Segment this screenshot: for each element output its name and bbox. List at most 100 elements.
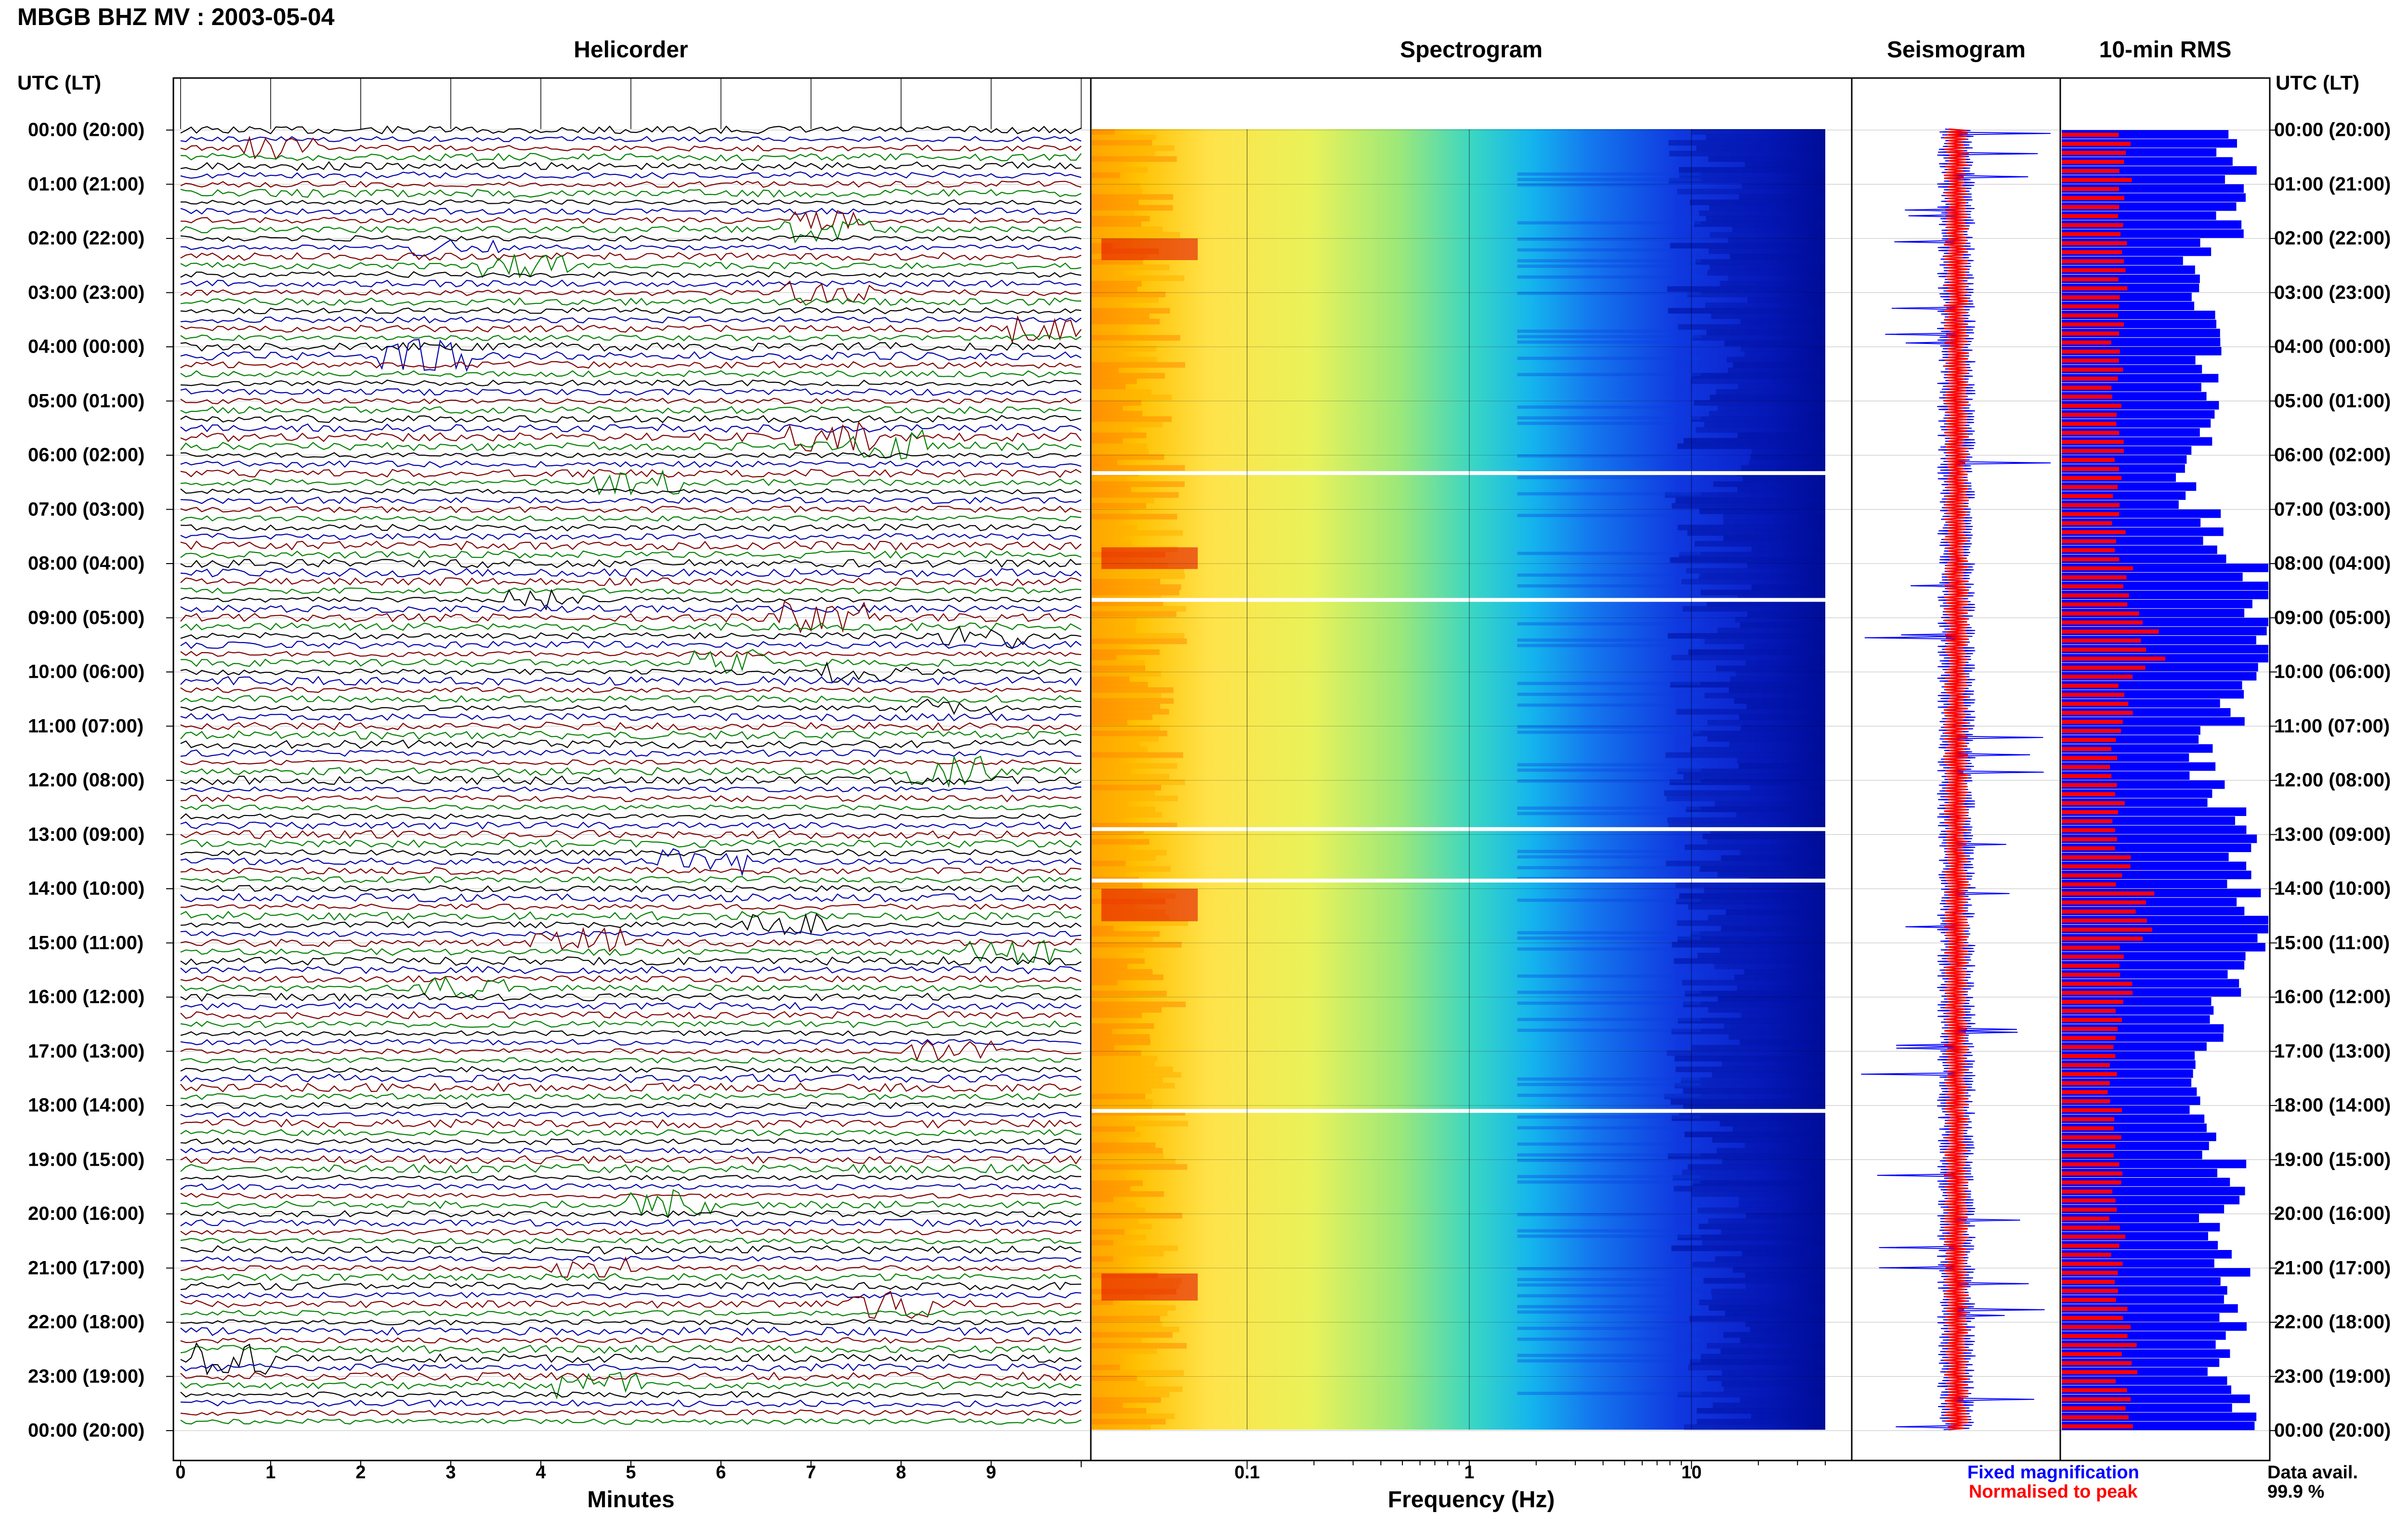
- spectrogram-cell: [1092, 1402, 1123, 1408]
- spectrogram-cell: [1517, 1093, 1701, 1097]
- spectrogram-cell: [1092, 730, 1167, 737]
- rms-normalised-bar: [2062, 421, 2117, 426]
- spectrogram-cell: [1092, 448, 1149, 455]
- spectrogram-cell: [1704, 888, 1825, 894]
- spectrogram-cell: [1675, 882, 1825, 888]
- spectrogram-cell: [1517, 584, 1701, 588]
- time-label-left: 00:00 (20:00): [28, 119, 145, 141]
- spectrogram-cell: [1092, 617, 1137, 623]
- spectrogram-cell: [1517, 1077, 1701, 1081]
- spectrogram-cell: [1677, 443, 1825, 449]
- axes-and-ticks: [166, 130, 2277, 1469]
- spectrogram-cell: [1092, 416, 1172, 422]
- spectrogram-cell: [1092, 508, 1129, 514]
- spectrogram-cell: [1092, 655, 1116, 660]
- helicorder-trace: [180, 1138, 1082, 1145]
- spectrogram-cell: [1092, 1012, 1142, 1018]
- spectrogram-cell: [1092, 1023, 1154, 1029]
- time-label-left: 17:00 (13:00): [28, 1040, 145, 1062]
- minute-tick-label: 7: [806, 1462, 816, 1483]
- spectrogram-cell: [1092, 1370, 1184, 1376]
- helicorder-trace: [180, 152, 1082, 162]
- spectrogram-cell: [1723, 1332, 1825, 1338]
- spectrogram-cell: [1723, 519, 1825, 525]
- spectrogram-cell: [1092, 763, 1178, 769]
- spectrogram-cell: [1715, 389, 1825, 395]
- spectrogram-cell: [1721, 925, 1825, 932]
- time-label-right: 20:00 (16:00): [2274, 1203, 2391, 1224]
- spectrogram-cell: [1092, 790, 1155, 796]
- spectrogram-cell: [1092, 395, 1172, 400]
- spectrogram-cell: [1092, 1093, 1146, 1100]
- rms-normalised-bar: [2062, 1262, 2123, 1266]
- spectrogram-cell: [1668, 1153, 1825, 1159]
- rms-normalised-bar: [2062, 368, 2123, 372]
- helicorder-trace: [180, 661, 1082, 683]
- spectrogram-cell: [1679, 893, 1825, 899]
- spectrogram-cell: [1092, 303, 1122, 308]
- rms-normalised-bar: [2062, 710, 2133, 715]
- seismogram-trace: [1861, 128, 2051, 1431]
- spectrogram-cell: [1517, 730, 1701, 734]
- spectrogram-cell: [1741, 183, 1825, 189]
- spectrogram-cell: [1092, 839, 1150, 845]
- spectrogram-cell: [1685, 990, 1825, 997]
- spectrogram-cell: [1681, 579, 1825, 585]
- time-label-right: 01:00 (21:00): [2274, 173, 2391, 195]
- helicorder-trace: [180, 821, 1082, 830]
- spectrogram-cell: [1092, 1224, 1152, 1230]
- rms-normalised-bar: [2062, 1099, 2110, 1104]
- spectrogram-cell: [1092, 1088, 1152, 1094]
- spectrogram-cell: [1092, 324, 1127, 330]
- helicorder-trace: [180, 975, 1082, 983]
- rms-normalised-bar: [2062, 503, 2120, 507]
- helicorder-trace: [180, 1111, 1082, 1118]
- spectrogram-cell: [1092, 1039, 1151, 1045]
- helicorder-trace: [180, 533, 1082, 540]
- minute-tick-label: 2: [355, 1462, 366, 1483]
- spectrogram-cell: [1092, 850, 1167, 855]
- helicorder-trace: [180, 876, 1082, 884]
- time-label-left: 15:00 (11:00): [28, 932, 144, 953]
- spectrogram-cell: [1517, 931, 1701, 934]
- spectrogram-cell: [1517, 974, 1701, 978]
- time-label-left: 23:00 (19:00): [28, 1366, 145, 1387]
- spectrogram-cell: [1092, 140, 1152, 146]
- rms-normalised-bar: [2062, 1406, 2126, 1410]
- spectrogram-cell: [1092, 660, 1145, 666]
- rms-normalised-bar: [2062, 620, 2143, 625]
- rms-normalised-bar: [2062, 340, 2111, 345]
- spectrogram-cell: [1517, 768, 1701, 772]
- spectrogram-gap: [1092, 879, 1825, 883]
- rms-normalised-bar: [2062, 936, 2143, 941]
- spectrogram-cell: [1717, 628, 1825, 633]
- rms-normalised-bar: [2062, 909, 2136, 914]
- rms-normalised-bar: [2062, 440, 2124, 444]
- spectrogram-cell: [1092, 1397, 1161, 1403]
- spectrogram-cell: [1092, 611, 1177, 617]
- rms-normalised-bar: [2062, 1225, 2120, 1230]
- helicorder-trace: [180, 1001, 1082, 1011]
- spectrogram-cell: [1677, 525, 1825, 530]
- spectrogram-cell: [1664, 1093, 1825, 1100]
- spectrogram-cell: [1671, 655, 1825, 660]
- rms-normalised-bar: [2062, 286, 2128, 290]
- spectrogram-cell: [1092, 573, 1185, 579]
- helicorder-trace: [180, 1319, 1082, 1326]
- spectrogram-cell: [1092, 1066, 1173, 1072]
- spectrogram-cell: [1714, 963, 1825, 970]
- spectrogram-cell: [1092, 1267, 1122, 1273]
- spectrogram-cell: [1684, 1131, 1825, 1137]
- rms-normalised-bar: [2062, 494, 2113, 499]
- spectrogram-cell: [1092, 221, 1141, 227]
- spectrogram-cell: [1092, 476, 1126, 482]
- spectrogram-cell: [1688, 904, 1825, 910]
- rms-normalised-bar: [2062, 1018, 2122, 1022]
- rms-normalised-bar: [2062, 322, 2124, 327]
- spectrogram-cell: [1721, 855, 1825, 861]
- helicorder-trace: [180, 687, 1082, 693]
- spectrogram-cell: [1690, 931, 1825, 937]
- spectrogram-cell: [1730, 676, 1825, 682]
- spectrogram-cell: [1092, 925, 1113, 932]
- helicorder-trace: [180, 1290, 1082, 1319]
